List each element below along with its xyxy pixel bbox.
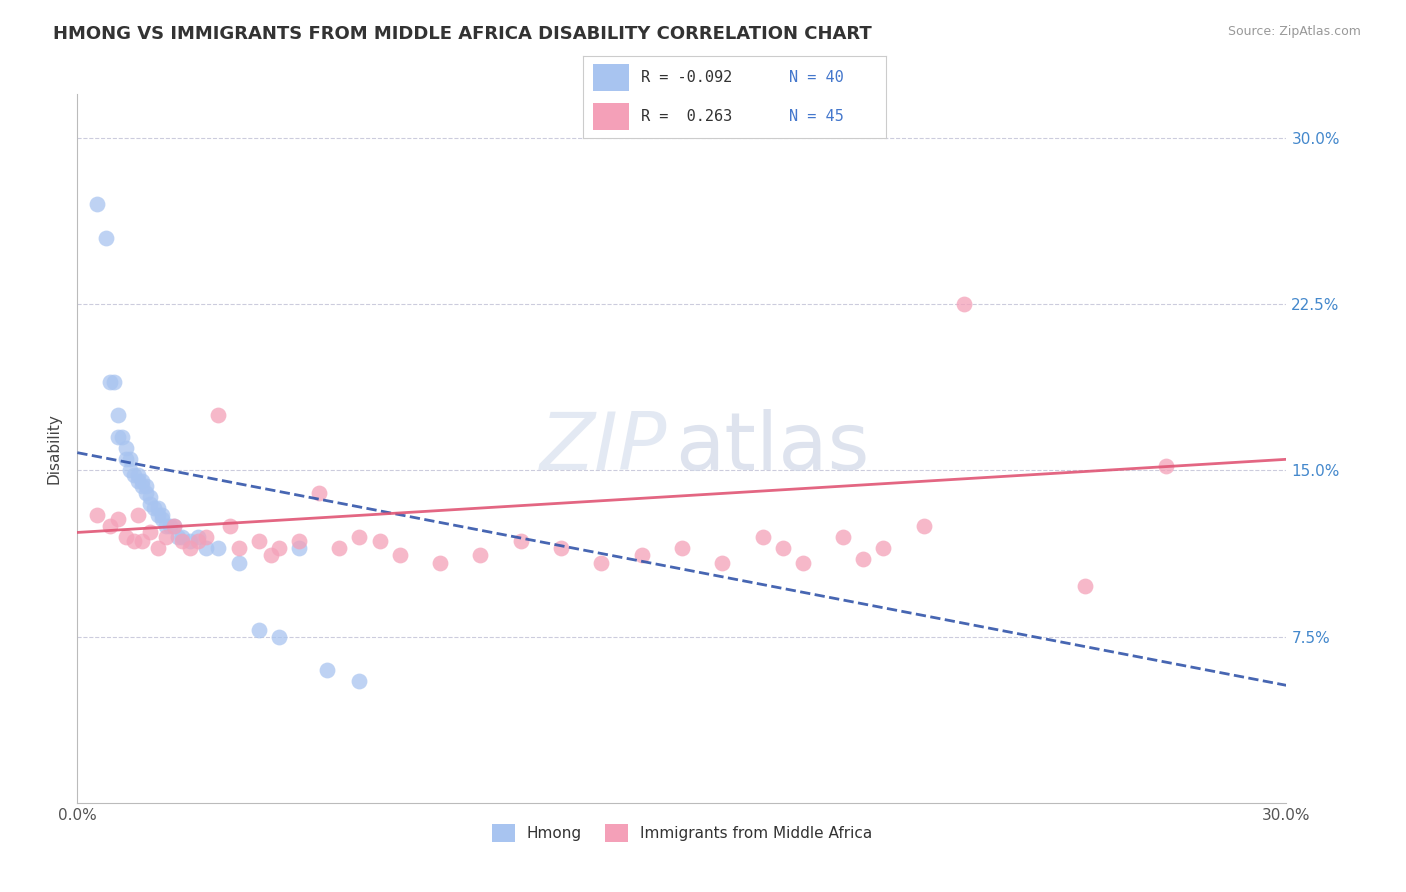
Point (288, 541, 311, 555)
Point (131, 479, 153, 493)
Point (131, 475, 153, 489)
Point (111, 430, 134, 444)
Point (122, 534, 145, 549)
Point (94, 230, 117, 244)
Point (792, 557, 814, 571)
Point (86, 508, 108, 522)
Text: atlas: atlas (675, 409, 870, 487)
Point (122, 467, 145, 482)
Point (114, 452, 136, 467)
Point (288, 534, 311, 549)
Text: R =  0.263: R = 0.263 (641, 109, 733, 124)
Point (142, 501, 165, 516)
Bar (592, 103, 628, 130)
Point (98, 375, 121, 389)
Point (150, 512, 173, 526)
Point (308, 485, 330, 500)
Point (118, 463, 141, 477)
Point (470, 548, 492, 562)
Point (195, 541, 218, 555)
Point (135, 479, 157, 493)
Point (509, 534, 531, 549)
Text: N = 40: N = 40 (789, 70, 844, 85)
Point (671, 541, 693, 555)
Point (187, 530, 209, 544)
Point (118, 452, 141, 467)
Point (852, 552, 875, 566)
Point (139, 497, 162, 511)
Text: Source: ZipAtlas.com: Source: ZipAtlas.com (1227, 25, 1361, 38)
Point (86, 197, 108, 211)
Point (228, 557, 250, 571)
Point (103, 375, 125, 389)
Point (207, 541, 229, 555)
Point (349, 673, 371, 688)
Point (114, 530, 136, 544)
Text: N = 45: N = 45 (789, 109, 844, 124)
Point (267, 541, 290, 555)
Point (167, 530, 190, 544)
Point (751, 530, 773, 544)
Point (260, 548, 283, 562)
Legend: Hmong, Immigrants from Middle Africa: Hmong, Immigrants from Middle Africa (485, 817, 879, 848)
Point (388, 548, 411, 562)
Point (159, 518, 181, 533)
Point (179, 534, 201, 549)
Point (127, 467, 149, 482)
Point (127, 508, 149, 522)
Point (832, 530, 855, 544)
Point (228, 541, 250, 555)
Point (953, 297, 976, 311)
Point (349, 530, 371, 544)
Point (872, 541, 894, 555)
Point (98, 518, 121, 533)
Y-axis label: Disability: Disability (46, 413, 62, 483)
Point (316, 663, 339, 677)
Point (139, 525, 162, 540)
Point (150, 508, 173, 522)
Point (172, 530, 194, 544)
Point (429, 557, 451, 571)
Point (131, 534, 153, 549)
Point (187, 534, 209, 549)
Point (155, 530, 177, 544)
Point (368, 534, 391, 549)
Point (195, 530, 218, 544)
Point (146, 501, 169, 516)
Point (219, 518, 242, 533)
Point (591, 557, 613, 571)
Point (1074, 579, 1097, 593)
Point (146, 541, 169, 555)
Point (155, 518, 177, 533)
Point (114, 441, 136, 455)
Point (1154, 458, 1177, 473)
Point (550, 541, 572, 555)
Point (135, 485, 157, 500)
Bar (592, 64, 628, 92)
Point (247, 623, 270, 637)
Point (107, 408, 129, 422)
Point (207, 408, 229, 422)
Text: HMONG VS IMMIGRANTS FROM MIDDLE AFRICA DISABILITY CORRELATION CHART: HMONG VS IMMIGRANTS FROM MIDDLE AFRICA D… (53, 25, 872, 43)
Point (912, 518, 935, 533)
Point (163, 518, 186, 533)
Point (711, 557, 734, 571)
Text: R = -0.092: R = -0.092 (641, 70, 733, 85)
Point (107, 512, 129, 526)
Point (127, 475, 149, 489)
Point (267, 630, 290, 644)
Point (328, 541, 350, 555)
Point (247, 534, 270, 549)
Point (630, 548, 652, 562)
Text: ZIP: ZIP (540, 409, 666, 487)
Point (172, 534, 194, 549)
Point (179, 541, 201, 555)
Point (163, 518, 186, 533)
Point (146, 508, 169, 522)
Point (139, 490, 162, 504)
Point (772, 541, 794, 555)
Point (107, 430, 129, 444)
